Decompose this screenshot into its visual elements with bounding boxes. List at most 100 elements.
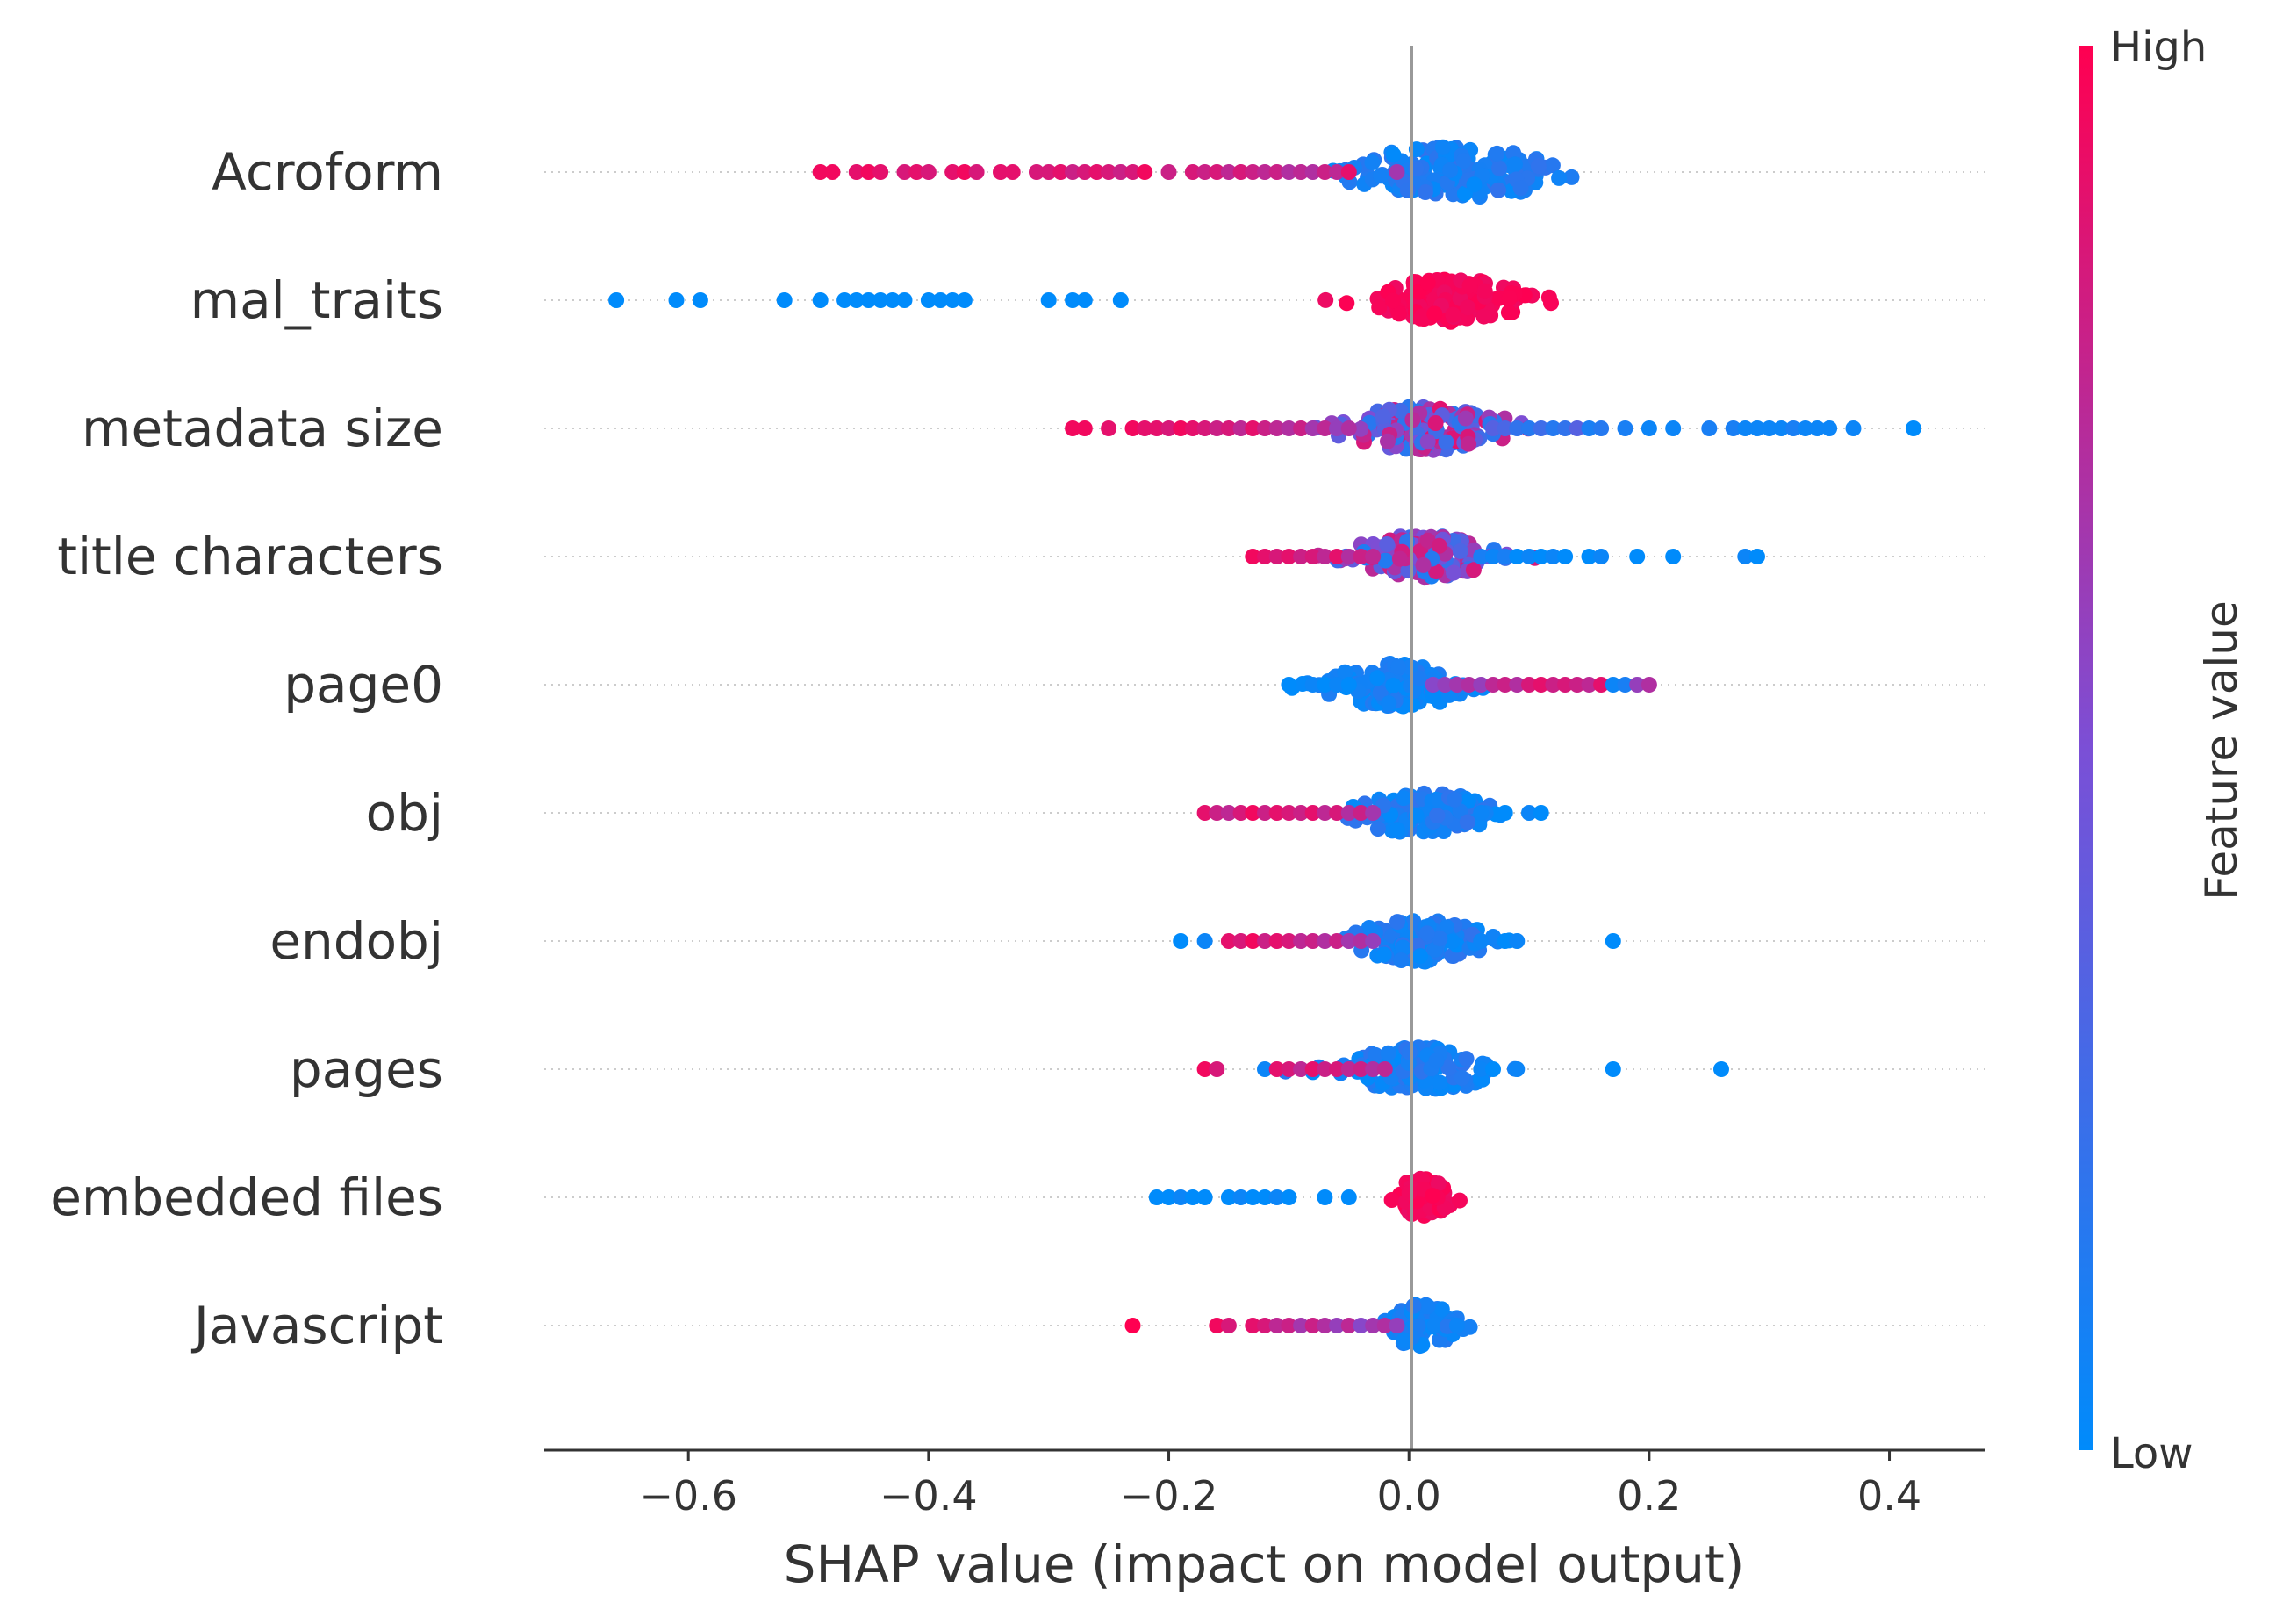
shap-point	[1417, 184, 1433, 200]
shap-point	[1196, 1061, 1213, 1077]
shap-point	[956, 292, 973, 308]
shap-point	[1581, 677, 1598, 693]
colorbar-title: Feature value	[2196, 600, 2247, 900]
shap-point	[1376, 1061, 1393, 1077]
colorbar-gradient	[2079, 46, 2093, 1450]
shap-point	[1845, 420, 1862, 436]
shap-point	[1433, 1301, 1450, 1318]
shap-point	[1353, 933, 1369, 949]
shap-point	[1485, 1061, 1501, 1077]
shap-point	[1521, 549, 1537, 564]
shap-point	[1245, 549, 1261, 564]
shap-point	[1160, 1189, 1177, 1205]
shap-point	[1749, 420, 1765, 436]
shap-point	[1196, 933, 1213, 949]
shap-point	[1340, 1189, 1357, 1205]
feature-label: obj	[366, 783, 443, 843]
shap-point	[1281, 677, 1297, 693]
shap-point	[1245, 1318, 1261, 1333]
shap-point	[1485, 677, 1501, 693]
shap-point	[1065, 420, 1081, 436]
shap-point	[1389, 164, 1405, 180]
shap-point	[956, 164, 973, 180]
shap-point	[1459, 814, 1475, 830]
shap-point	[1232, 933, 1249, 949]
shap-point	[608, 292, 625, 308]
shap-point	[1432, 1074, 1448, 1091]
shap-point	[1475, 308, 1492, 325]
shap-point	[1500, 304, 1517, 320]
shap-point	[1365, 549, 1382, 564]
shap-point	[1220, 933, 1237, 949]
shap-point	[1473, 677, 1490, 693]
shap-point	[1533, 677, 1549, 693]
feature-label: embedded files	[50, 1168, 443, 1227]
shap-point	[1148, 1189, 1165, 1205]
shap-point	[1112, 164, 1129, 180]
shap-point	[1429, 808, 1446, 824]
shap-point	[1419, 275, 1436, 291]
shap-point	[1428, 564, 1445, 580]
x-tick-label: −0.4	[880, 1472, 978, 1520]
colorbar-low-label: Low	[2110, 1429, 2193, 1478]
shap-point	[1401, 1044, 1418, 1060]
shap-point	[1317, 291, 1334, 308]
shap-point	[1353, 549, 1369, 564]
shap-point	[1329, 164, 1346, 180]
shap-point	[1737, 420, 1754, 436]
shap-point	[1353, 1318, 1369, 1333]
shap-point	[1391, 305, 1407, 322]
shap-point	[1821, 420, 1838, 436]
shap-point	[1375, 946, 1392, 963]
shap-point	[1431, 537, 1447, 554]
shap-point	[1485, 929, 1502, 945]
shap-point	[1485, 549, 1501, 564]
shap-point	[1447, 791, 1463, 808]
shap-point	[1220, 1189, 1237, 1205]
shap-point	[1380, 1045, 1396, 1061]
shap-point	[1543, 295, 1559, 312]
shap-point	[1465, 562, 1482, 578]
shap-point	[1430, 1175, 1447, 1192]
x-tick-label: 0.2	[1617, 1472, 1681, 1520]
shap-point	[1466, 176, 1483, 193]
shap-point	[1497, 677, 1513, 693]
shap-point	[1507, 156, 1523, 173]
shap-point	[1088, 164, 1105, 180]
shap-point	[1220, 805, 1237, 821]
shap-point	[1209, 420, 1225, 436]
shap-point	[1293, 164, 1310, 180]
shap-point	[1446, 564, 1462, 581]
shap-point	[1052, 164, 1069, 180]
shap-point	[1905, 420, 1921, 436]
shap-point	[1369, 670, 1386, 686]
shap-point	[1209, 805, 1225, 821]
shap-point	[1245, 933, 1261, 949]
feature-label: metadata size	[82, 399, 443, 458]
shap-point	[1196, 805, 1213, 821]
shap-point	[1381, 695, 1397, 712]
shap-point	[1701, 420, 1718, 436]
shap-point	[1461, 277, 1478, 294]
shap-point	[872, 164, 889, 180]
shap-point	[1376, 1318, 1393, 1333]
shap-point	[1245, 420, 1261, 436]
shap-point	[1281, 164, 1297, 180]
shap-point	[1497, 805, 1513, 821]
feature-label: Javascript	[191, 1296, 443, 1355]
shap-point	[1232, 164, 1249, 180]
shap-point	[1501, 290, 1518, 306]
shap-point	[812, 164, 829, 180]
shap-point	[1460, 299, 1476, 316]
shap-point	[1369, 821, 1386, 837]
shap-point	[1473, 1061, 1490, 1077]
shap-point	[1383, 1192, 1400, 1208]
shap-point	[1339, 295, 1355, 312]
shap-point	[1329, 420, 1346, 436]
shap-point	[1268, 1189, 1285, 1205]
shap-point	[1209, 1318, 1225, 1333]
shap-point	[1452, 1192, 1468, 1209]
x-tick-label: −0.6	[639, 1472, 737, 1520]
feature-label: pages	[290, 1039, 443, 1099]
shap-point	[1629, 549, 1646, 564]
